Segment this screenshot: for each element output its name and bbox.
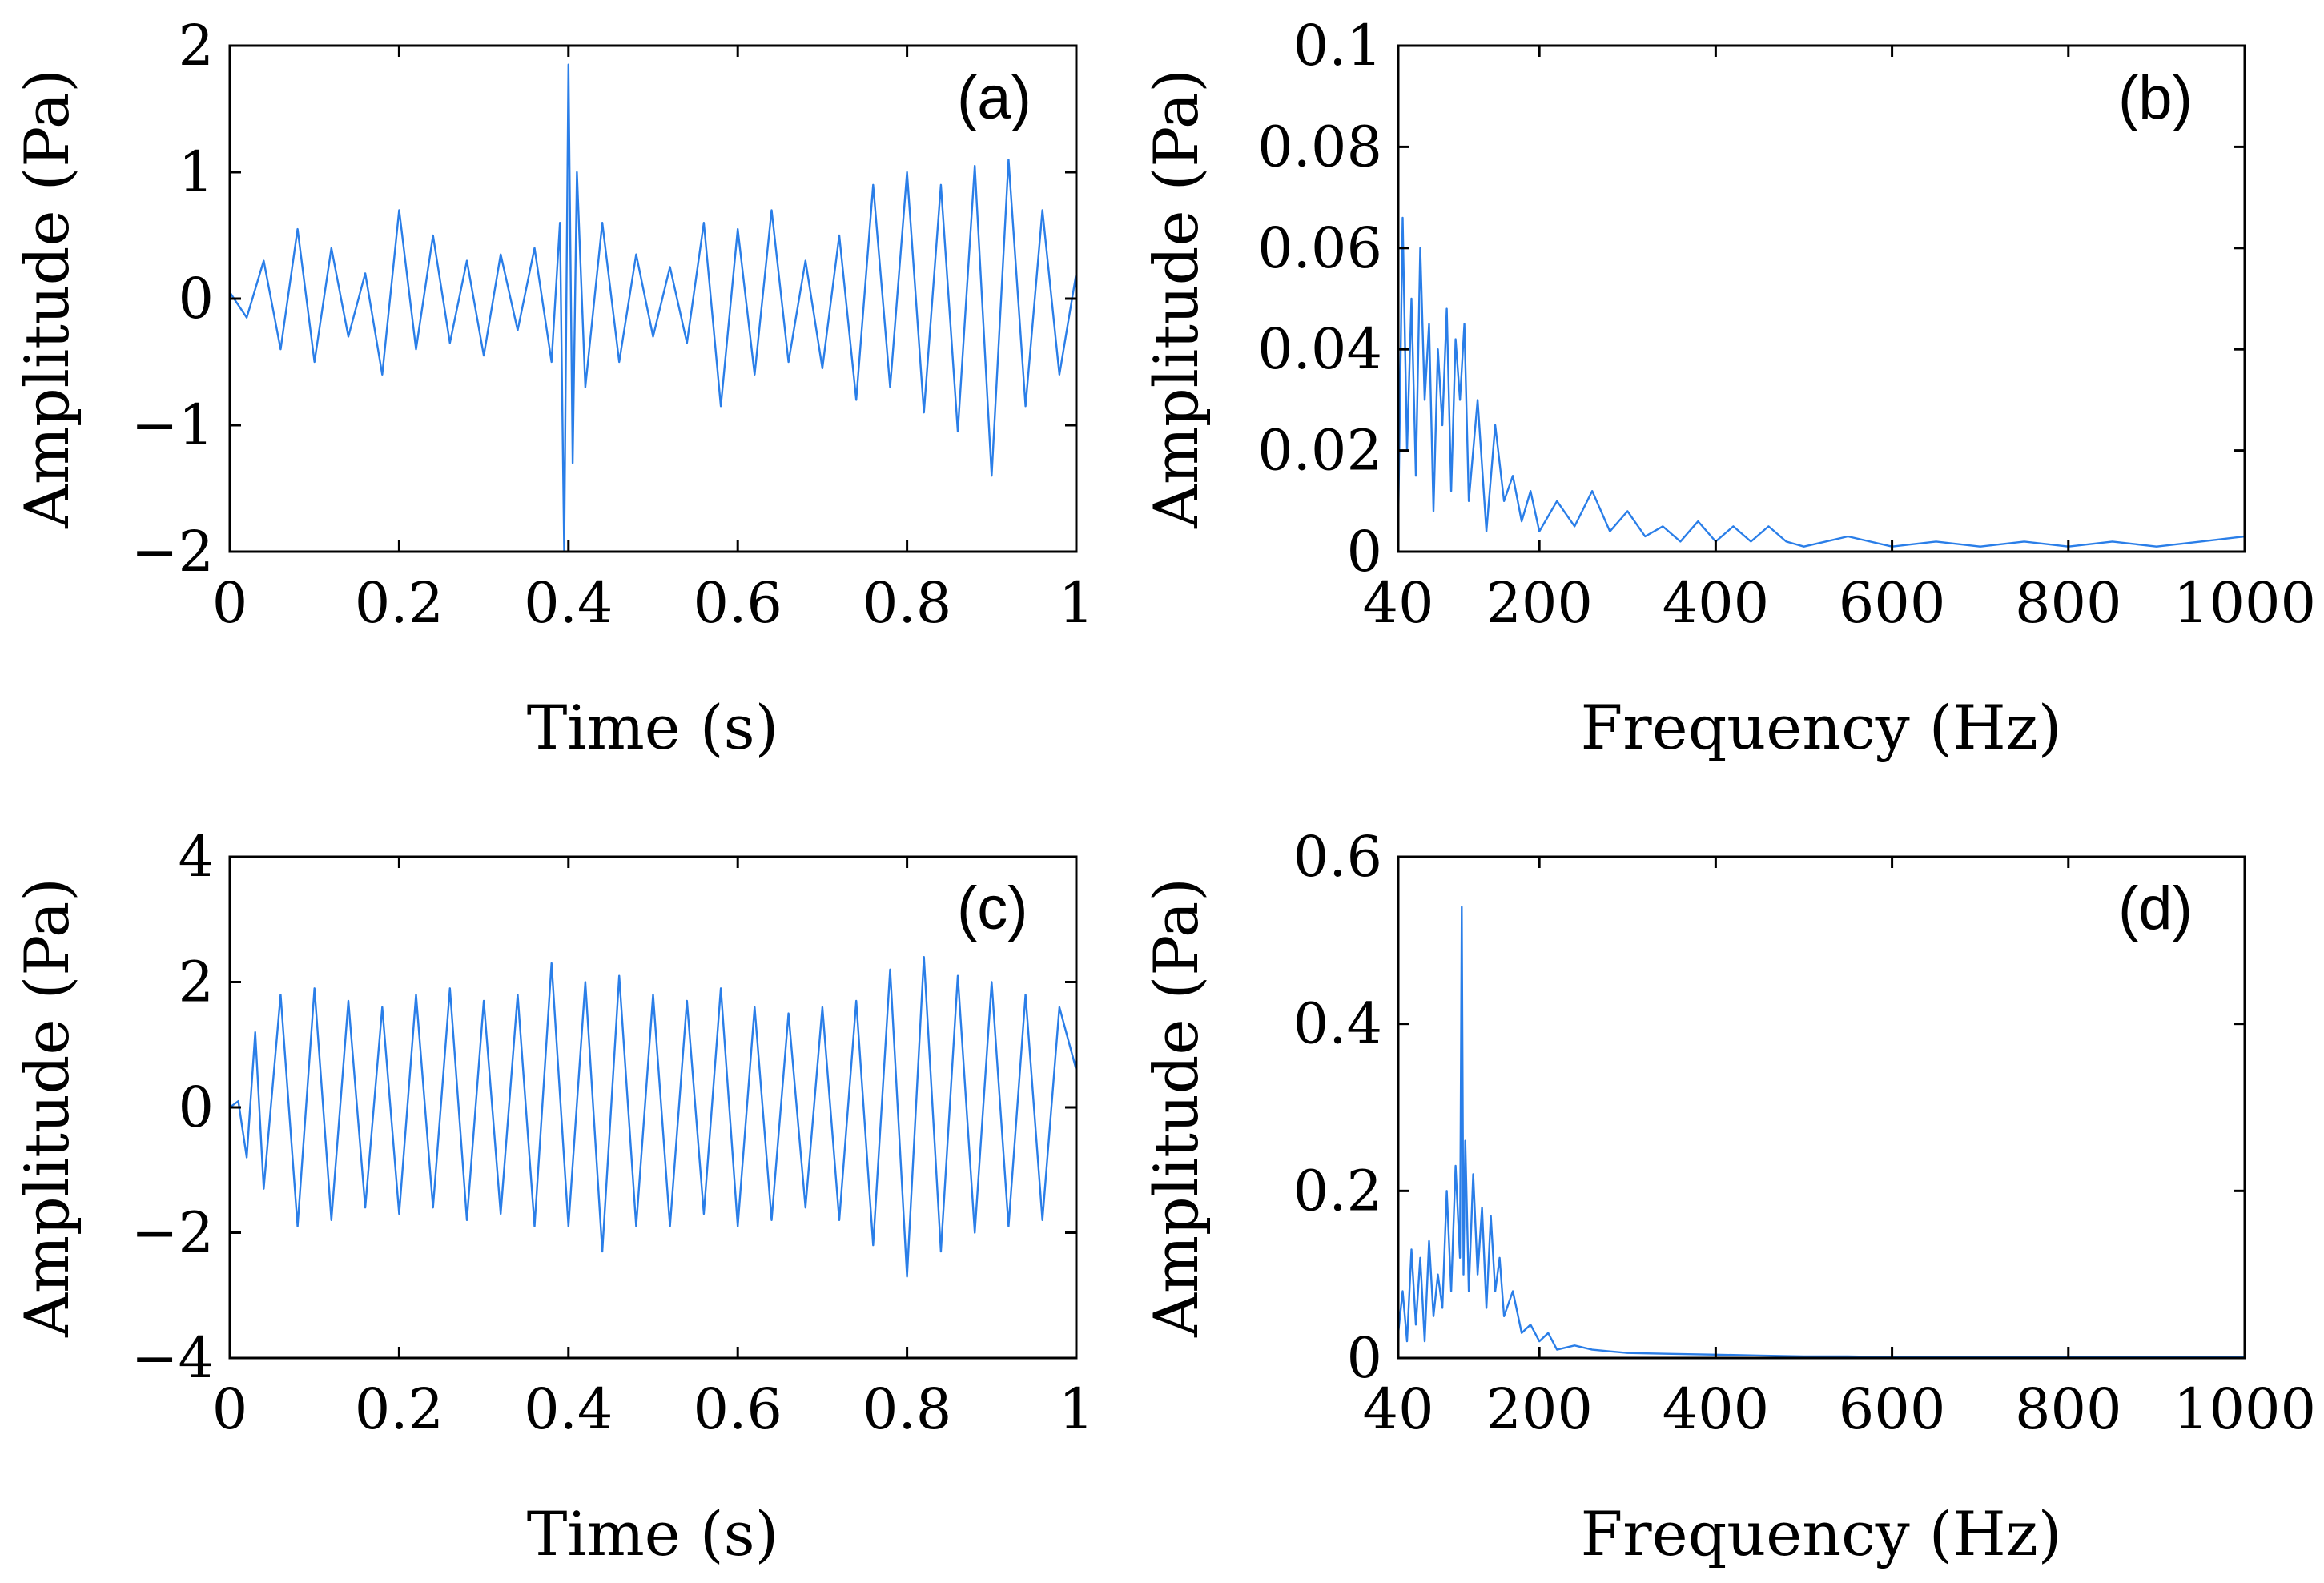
panel-b-label: (b)	[2118, 64, 2193, 132]
panel-c-label: (c)	[957, 874, 1028, 942]
panel-b: 40 200 400 600 800 1000 0 0.02 0.04 0.06 0.08 0.1 (…	[1140, 13, 2316, 763]
panel-a-ytick-label: 1	[178, 139, 214, 205]
panel-d-ytick-label: 0.6	[1293, 824, 1382, 890]
panel-a-ytick-label: −2	[131, 519, 214, 585]
panel-c-xtick-label: 0.8	[862, 1376, 951, 1442]
panel-c-xtick-label: 1	[1059, 1376, 1095, 1442]
panel-a-xtick-label: 0.6	[694, 570, 782, 636]
panel-d-xtick-label: 400	[1663, 1376, 1770, 1442]
panel-a-ticks: 0 0.2 0.4 0.6 0.8 1 −2 −1 0 1 2	[131, 13, 1094, 636]
panel-c-ytick-label: 2	[178, 950, 214, 1015]
panel-d-ticks: 40 200 400 600 800 1000 0 0.2 0.4 0.6	[1293, 824, 2316, 1442]
panel-d-xtick-label: 600	[1839, 1376, 1946, 1442]
panel-c-xlabel: Time (s)	[527, 1498, 779, 1569]
panel-b-ylabel: Amplitude (Pa)	[1140, 69, 1212, 529]
panel-a-xtick-label: 0.4	[524, 570, 613, 636]
panel-a-ytick-label: 2	[178, 13, 214, 78]
panel-d-xtick-label: 200	[1486, 1376, 1593, 1442]
panel-b-xtick-label: 800	[2015, 570, 2122, 636]
panel-d-label: (d)	[2118, 874, 2193, 942]
panel-b-frame	[1397, 44, 2246, 553]
panel-a-series-line	[229, 63, 1078, 553]
panel-b-xtick-label: 600	[1839, 570, 1946, 636]
panel-b-ticks: 40 200 400 600 800 1000 0 0.02 0.04 0.06 0.08 0.1	[1257, 13, 2316, 636]
panel-a-xtick-label: 1	[1059, 570, 1095, 636]
panel-c-xtick-label: 0.2	[355, 1376, 444, 1442]
panel-a-ytick-label: −1	[131, 392, 214, 458]
panel-c-series-line	[229, 956, 1078, 1278]
panel-c-ylabel: Amplitude (Pa)	[11, 878, 82, 1338]
panel-a-label: (a)	[957, 64, 1031, 132]
panel-b-ytick-label: 0	[1346, 519, 1382, 585]
panel-c-ytick-label: 4	[178, 824, 214, 890]
panel-d-ytick-label: 0.2	[1293, 1158, 1382, 1223]
panel-d-xtick-label: 40	[1362, 1376, 1433, 1442]
panel-b-ytick-label: 0.06	[1257, 215, 1382, 281]
panel-d-ytick-label: 0.4	[1293, 991, 1382, 1057]
panel-b-xtick-label: 400	[1663, 570, 1770, 636]
panel-d: 40 200 400 600 800 1000 0 0.2 0.4 0.6 (d) Frequen…	[1140, 824, 2316, 1569]
panel-a-xtick-label: 0.2	[355, 570, 444, 636]
panel-d-frame	[1397, 855, 2246, 1360]
panel-d-series-line	[1397, 906, 2245, 1359]
panel-c: 0 0.2 0.4 0.6 0.8 1 −4 −2 0 2 4 (c) Time (s) Ampli…	[11, 824, 1094, 1569]
panel-b-ytick-label: 0.02	[1257, 418, 1382, 484]
panel-b-ytick-label: 0.1	[1293, 13, 1382, 78]
panel-b-xtick-label: 200	[1486, 570, 1593, 636]
panel-d-ytick-label: 0	[1346, 1325, 1382, 1391]
panel-a-xtick-label: 0.8	[862, 570, 951, 636]
panel-a-xtick-label: 0	[212, 570, 248, 636]
panel-c-ytick-label: 0	[178, 1075, 214, 1140]
panel-c-xtick-label: 0.4	[524, 1376, 613, 1442]
panel-a-ylabel: Amplitude (Pa)	[11, 69, 82, 529]
panel-c-xtick-label: 0.6	[694, 1376, 782, 1442]
panel-c-xtick-label: 0	[212, 1376, 248, 1442]
panel-a: 0 0.2 0.4 0.6 0.8 1 −2 −1 0 1 2 (a) Time (s) Ampli…	[11, 13, 1094, 763]
panel-b-series-line	[1397, 216, 2246, 548]
panel-a-ytick-label: 0	[178, 266, 214, 331]
panel-b-xtick-label: 1000	[2173, 570, 2316, 636]
panel-c-ytick-label: −4	[131, 1325, 214, 1391]
panel-b-ytick-label: 0.08	[1257, 114, 1382, 179]
panel-b-xtick-label: 40	[1362, 570, 1433, 636]
panel-b-ytick-label: 0.04	[1257, 316, 1382, 382]
panel-c-ticks: 0 0.2 0.4 0.6 0.8 1 −4 −2 0 2 4	[131, 824, 1094, 1442]
panel-d-xlabel: Frequency (Hz)	[1581, 1498, 2062, 1569]
panel-d-xtick-label: 1000	[2173, 1376, 2316, 1442]
panel-a-xlabel: Time (s)	[527, 692, 779, 763]
panel-c-ytick-label: −2	[131, 1200, 214, 1266]
panel-d-ylabel: Amplitude (Pa)	[1140, 878, 1212, 1338]
panel-d-xtick-label: 800	[2015, 1376, 2122, 1442]
panel-b-xlabel: Frequency (Hz)	[1581, 692, 2062, 763]
